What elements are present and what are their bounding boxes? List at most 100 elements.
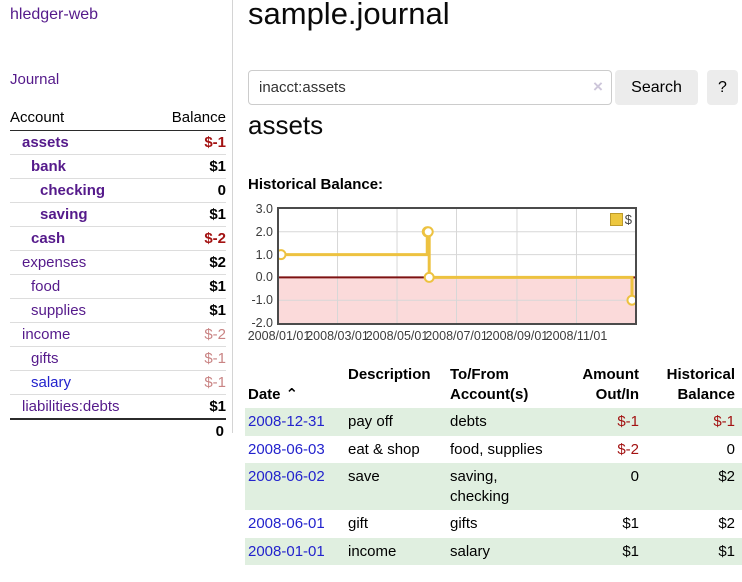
account-balance: $-2 [204, 326, 226, 343]
column-header-date[interactable]: Date ⌃ [245, 361, 345, 408]
transaction-description: eat & shop [348, 440, 420, 458]
account-link-liabilities-debts[interactable]: liabilities:debts [22, 398, 120, 415]
account-link-assets[interactable]: assets [22, 134, 69, 151]
account-link-bank[interactable]: bank [31, 158, 67, 175]
transaction-accounts: salary [447, 537, 562, 565]
accounts-header-balance: Balance [171, 109, 226, 126]
y-tick-label: 2.0 [255, 224, 273, 239]
clear-search-icon[interactable]: × [593, 77, 603, 96]
transaction-balance: $2 [718, 515, 735, 532]
y-tick-label: 1.0 [255, 247, 273, 262]
x-tick-label: 2008/11/01 [545, 329, 608, 343]
account-balance: $1 [209, 158, 226, 175]
page-title: sample.journal [248, 0, 450, 31]
account-link-cash[interactable]: cash [31, 230, 66, 247]
column-header-balance[interactable]: Historical Balance [666, 366, 735, 403]
account-link-saving[interactable]: saving [40, 206, 88, 223]
transaction-description: save [345, 463, 447, 510]
account-link-checking[interactable]: checking [40, 182, 106, 199]
help-button[interactable]: ? [707, 70, 738, 105]
account-row: checking 0 [10, 179, 226, 203]
y-tick-label: 0.0 [255, 270, 273, 285]
transaction-description: gift [348, 515, 369, 532]
register-row: 2008-06-03 eat & shop food, supplies $-2… [245, 436, 742, 464]
transaction-accounts: gifts [450, 515, 478, 532]
accounts-panel: Account Balance assets $-1 bank $1 check… [10, 106, 226, 443]
account-row: salary $-1 [10, 371, 226, 395]
transaction-date-link[interactable]: 2008-01-01 [248, 542, 325, 560]
transaction-amount: $-2 [617, 440, 639, 458]
account-balance: $1 [209, 278, 226, 295]
account-page-title: assets [248, 110, 324, 140]
account-link-expenses[interactable]: expenses [22, 254, 87, 271]
x-tick-label: 2008/03/01 [306, 329, 369, 343]
transaction-amount: 0 [562, 463, 642, 510]
register-row: 2008-12-31 pay off debts $-1 $-1 [245, 408, 742, 436]
account-row: assets $-1 [10, 131, 226, 155]
legend-swatch-icon [609, 213, 623, 226]
transaction-description: income [345, 537, 447, 565]
transaction-balance: 0 [726, 440, 735, 458]
balance-chart: $ 3.0 2.0 1.0 0.0 -1.0 -2.0 2008/01/01 2008/03/… [245, 198, 742, 348]
search-input[interactable] [248, 70, 612, 105]
transaction-accounts: debts [447, 408, 562, 436]
accounts-total-row: 0 [10, 418, 226, 443]
search-button[interactable]: Search [615, 70, 698, 105]
x-tick-label: 2008/09/01 [485, 329, 549, 343]
account-balance: 0 [217, 182, 226, 199]
account-row: expenses $2 [10, 251, 226, 275]
transaction-balance: $1 [642, 537, 742, 565]
account-row: liabilities:debts $1 [10, 395, 226, 418]
account-link-food[interactable]: food [31, 278, 61, 295]
account-balance: $-1 [204, 350, 226, 367]
transaction-date-link[interactable]: 2008-06-02 [248, 468, 325, 485]
transaction-date-link[interactable]: 2008-12-31 [248, 413, 325, 430]
transaction-balance: $2 [642, 463, 742, 510]
chart-plot-area: $ [277, 207, 637, 325]
register-row: 2008-01-01 income salary $1 $1 [245, 537, 742, 565]
account-link-supplies[interactable]: supplies [31, 302, 87, 319]
account-row: bank $1 [10, 155, 226, 179]
account-balance: $1 [209, 302, 226, 319]
accounts-header: Account Balance [10, 106, 226, 131]
account-row: food $1 [10, 275, 226, 299]
chart-legend: $ [609, 212, 632, 227]
y-tick-label: -2.0 [251, 316, 273, 330]
register-row: 2008-06-02 save saving, checking 0 $2 [245, 463, 742, 510]
account-balance: $1 [209, 206, 226, 223]
transaction-date-link[interactable]: 2008-06-01 [248, 515, 325, 532]
account-balance: $-2 [204, 230, 226, 247]
transaction-amount: $1 [562, 537, 642, 565]
account-row: saving $1 [10, 203, 226, 227]
account-balance: $-1 [204, 134, 226, 151]
column-header-amount[interactable]: Amount Out/In [582, 366, 639, 403]
account-link-salary[interactable]: salary [31, 374, 72, 391]
app-title-link[interactable]: hledger-web [10, 6, 99, 23]
account-row: cash $-2 [10, 227, 226, 251]
column-header-description[interactable]: Description [348, 366, 431, 383]
accounts-header-account: Account [10, 109, 65, 126]
transaction-amount: $-1 [562, 408, 642, 436]
column-header-date-label: Date [248, 385, 281, 403]
account-balance: $-1 [204, 374, 226, 391]
accounts-total-value: 0 [215, 423, 224, 440]
account-balance: $2 [209, 254, 226, 271]
account-balance: $1 [209, 398, 226, 415]
chart-title: Historical Balance: [248, 176, 384, 193]
account-row: gifts $-1 [10, 347, 226, 371]
transaction-amount: $1 [622, 515, 639, 532]
y-tick-label: 3.0 [255, 202, 273, 216]
account-link-income[interactable]: income [22, 326, 71, 343]
account-row: income $-2 [10, 323, 226, 347]
register-row: 2008-06-01 gift gifts $1 $2 [245, 510, 742, 538]
sidebar-item-journal[interactable]: Journal [10, 71, 60, 88]
account-link-gifts[interactable]: gifts [31, 350, 59, 367]
transaction-balance: $-1 [642, 408, 742, 436]
register-header-row: Date ⌃ Description To/From Account(s) Amo… [245, 361, 742, 408]
transaction-date-link[interactable]: 2008-06-03 [248, 440, 325, 458]
x-tick-label: 2008/05/01 [365, 329, 429, 343]
sort-ascending-icon: ⌃ [285, 385, 299, 403]
legend-label: $ [624, 212, 632, 227]
transaction-accounts: food, supplies [450, 440, 543, 458]
column-header-account[interactable]: To/From Account(s) [450, 366, 529, 403]
